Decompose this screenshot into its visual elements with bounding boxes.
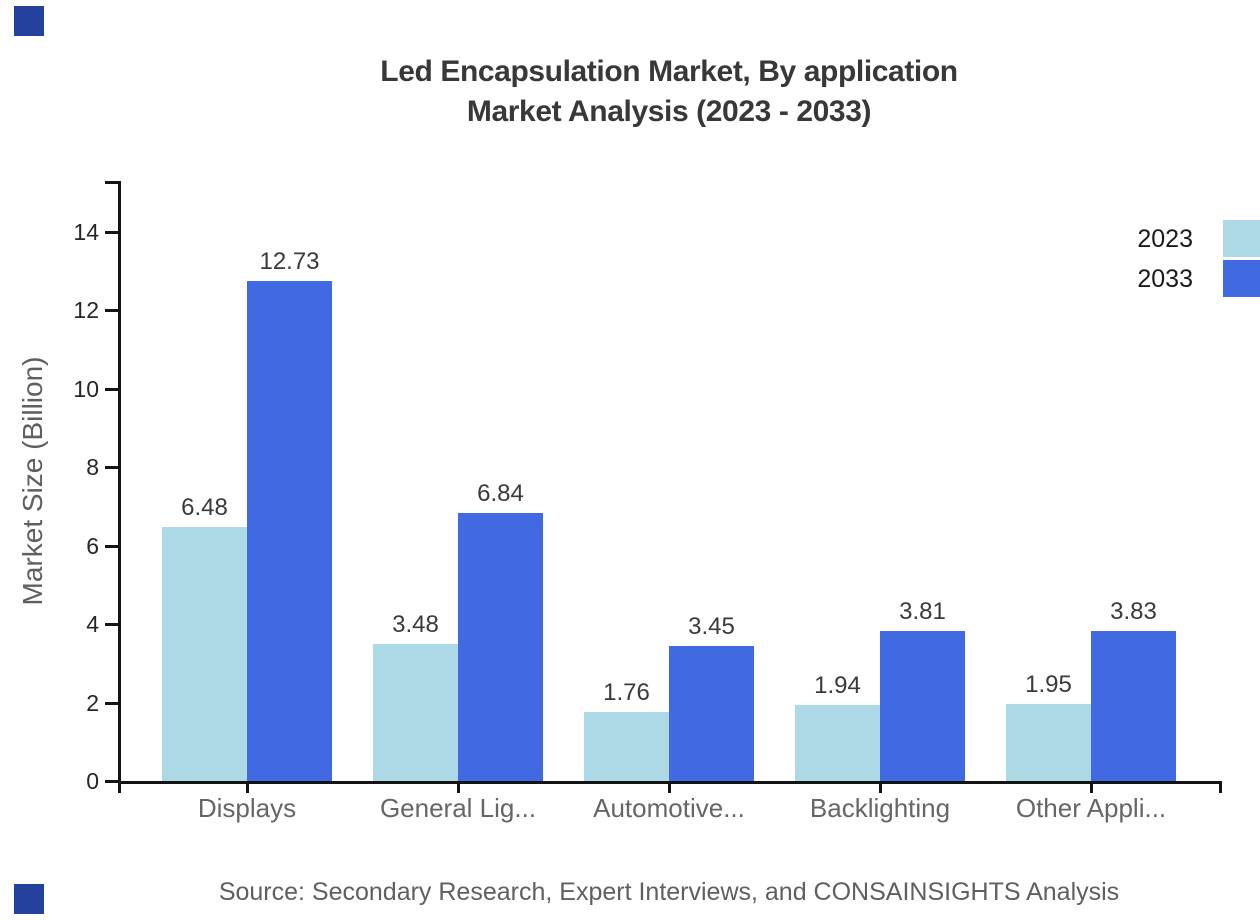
x-axis-origin-tick	[118, 781, 121, 793]
y-axis-tick	[105, 466, 118, 469]
category-label: General Lig...	[379, 793, 537, 823]
category-label: Other Appli...	[1015, 793, 1167, 823]
category-label: Backlighting	[809, 793, 951, 823]
bar-2033-Backlighting	[880, 631, 965, 781]
corner-decoration-top-left	[14, 6, 44, 36]
legend-swatch-2033	[1223, 260, 1260, 297]
y-axis-tick	[105, 545, 118, 548]
value-label: 6.84	[477, 480, 524, 507]
chart-title-line1: Led Encapsulation Market, By application	[380, 55, 958, 88]
x-axis-tick	[457, 781, 460, 793]
legend-label-2033: 2033	[1137, 265, 1193, 293]
bar-2023-Automotive...	[584, 712, 669, 781]
value-label: 3.83	[1110, 598, 1157, 625]
y-axis-tick	[105, 780, 118, 783]
category-label: Automotive...	[593, 793, 745, 823]
bar-2033-Displays	[247, 281, 332, 781]
legend-swatch-2023	[1223, 220, 1260, 257]
y-tick-label: 0	[86, 768, 99, 794]
category-label: Displays	[197, 793, 297, 823]
value-label: 3.45	[688, 613, 735, 640]
x-axis-tick	[668, 781, 671, 793]
bar-2033-General Lig...	[458, 513, 543, 781]
bar-2033-Other Appli...	[1091, 631, 1176, 781]
x-axis-end-tick	[1219, 781, 1222, 793]
value-label: 6.48	[181, 494, 228, 521]
y-tick-label: 8	[86, 454, 99, 480]
y-tick-label: 6	[86, 533, 99, 559]
bar-2023-Other Appli...	[1006, 704, 1091, 781]
bar-2023-General Lig...	[373, 644, 458, 781]
y-axis-top-tick	[105, 181, 118, 184]
value-label: 12.73	[259, 248, 320, 275]
chart-title-line2: Market Analysis (2023 - 2033)	[466, 95, 872, 128]
source-note: Source: Secondary Research, Expert Inter…	[218, 878, 1120, 906]
value-label: 1.94	[814, 672, 861, 699]
bar-2023-Backlighting	[795, 705, 880, 781]
y-axis-line	[118, 181, 121, 784]
y-axis-tick	[105, 623, 118, 626]
bar-2033-Automotive...	[669, 646, 754, 781]
y-tick-label: 4	[86, 611, 99, 637]
y-axis-tick	[105, 702, 118, 705]
x-axis-tick	[879, 781, 882, 793]
x-axis-tick	[246, 781, 249, 793]
y-axis-tick	[105, 231, 118, 234]
y-tick-label: 12	[73, 297, 99, 323]
chart-title: Led Encapsulation Market, By application…	[169, 52, 1169, 132]
x-axis-tick	[1090, 781, 1093, 793]
y-axis-tick	[105, 388, 118, 391]
y-axis-tick	[105, 309, 118, 312]
y-tick-label: 14	[73, 219, 99, 245]
value-label: 3.48	[392, 611, 439, 638]
value-label: 3.81	[899, 598, 946, 625]
corner-decoration-bottom-left	[14, 884, 44, 914]
bar-2023-Displays	[162, 527, 247, 781]
legend-label-2023: 2023	[1137, 225, 1193, 253]
value-label: 1.76	[603, 679, 650, 706]
y-tick-label: 10	[73, 376, 99, 402]
y-tick-label: 2	[86, 690, 99, 716]
value-label: 1.95	[1025, 671, 1072, 698]
